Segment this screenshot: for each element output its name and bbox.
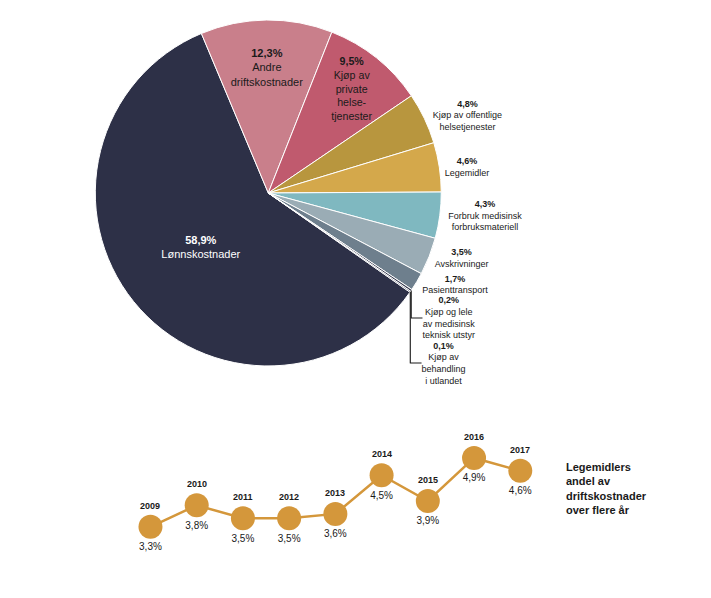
- svg-text:2015: 2015: [418, 475, 438, 485]
- svg-text:4,6%Legemidler: 4,6%Legemidler: [445, 156, 490, 178]
- svg-text:3,9%: 3,9%: [416, 516, 439, 527]
- svg-text:3,5%: 3,5%: [232, 533, 255, 544]
- svg-text:3,3%: 3,3%: [139, 541, 162, 552]
- svg-text:4,5%: 4,5%: [370, 490, 393, 501]
- svg-text:4,8%Kjøp av offentligehelsetje: 4,8%Kjøp av offentligehelsetjenester: [433, 99, 502, 132]
- svg-text:4,3%Forbruk medisinskforbruksm: 4,3%Forbruk medisinskforbruksmateriell: [448, 199, 522, 232]
- svg-text:0,2%Kjøp og leleav medisinskte: 0,2%Kjøp og leleav medisinskteknisk utst…: [422, 295, 475, 340]
- svg-text:3,5%: 3,5%: [278, 533, 301, 544]
- svg-text:9,5%Kjøp avprivatehelse-tjenes: 9,5%Kjøp avprivatehelse-tjenester: [331, 55, 372, 122]
- svg-text:Legemidlersandel avdriftskostn: Legemidlersandel avdriftskostnaderover f…: [566, 461, 647, 516]
- svg-text:2012: 2012: [279, 492, 299, 502]
- svg-text:12,3%Andredriftskostnader: 12,3%Andredriftskostnader: [231, 47, 303, 88]
- svg-text:3,5%Avskrivninger: 3,5%Avskrivninger: [435, 247, 489, 269]
- svg-text:2010: 2010: [187, 479, 207, 489]
- svg-text:2017: 2017: [510, 445, 530, 455]
- svg-text:3,8%: 3,8%: [185, 520, 208, 531]
- svg-text:2009: 2009: [140, 501, 160, 511]
- svg-text:2014: 2014: [372, 449, 392, 459]
- svg-text:2013: 2013: [325, 488, 345, 498]
- svg-text:4,9%: 4,9%: [463, 472, 486, 483]
- svg-text:2011: 2011: [233, 492, 253, 502]
- svg-text:3,6%: 3,6%: [324, 528, 347, 539]
- svg-text:1,7%Pasienttransport: 1,7%Pasienttransport: [422, 274, 488, 296]
- svg-text:0,1%Kjøp avbehandlingi utlande: 0,1%Kjøp avbehandlingi utlandet: [422, 341, 466, 386]
- svg-text:58,9%Lønnskostnader: 58,9%Lønnskostnader: [161, 234, 240, 260]
- svg-text:4,6%: 4,6%: [509, 485, 532, 496]
- svg-text:2016: 2016: [464, 432, 484, 442]
